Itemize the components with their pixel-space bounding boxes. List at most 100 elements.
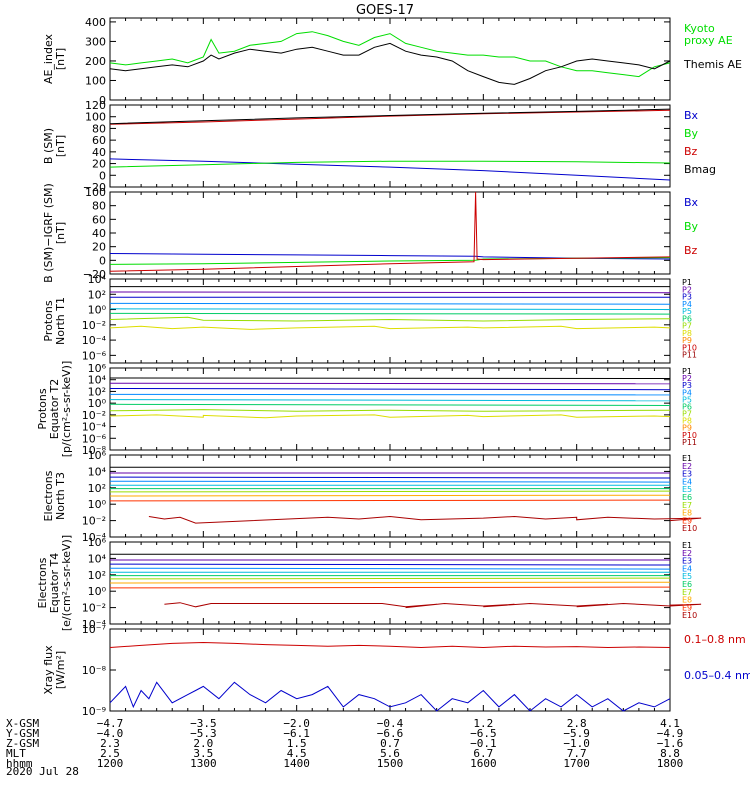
y-tick-label: 200 bbox=[85, 55, 106, 68]
series-p6 bbox=[109, 312, 671, 315]
panel-frame bbox=[109, 367, 671, 451]
date-label: 2020 Jul 28 bbox=[6, 765, 79, 778]
y-tick-label: 10² bbox=[88, 569, 106, 582]
legend-p7: P7 bbox=[682, 410, 692, 419]
legend-e6: E6 bbox=[682, 493, 692, 502]
series-p4 bbox=[109, 393, 671, 396]
y-tick-label: 10⁻² bbox=[82, 409, 106, 422]
x-row-value: −6.5 bbox=[470, 727, 497, 740]
y-axis-title: B (SM)[nT] bbox=[42, 128, 67, 164]
x-row-value: −5.3 bbox=[190, 727, 217, 740]
x-row-label: Z-GSM bbox=[6, 737, 39, 750]
series-e10 bbox=[164, 602, 702, 609]
series-0-1-0-8-nm bbox=[109, 641, 671, 649]
y-axis-title-line: [W/m²] bbox=[54, 651, 67, 689]
y-tick-label: 10⁻⁹ bbox=[82, 705, 106, 718]
legend-p2: P2 bbox=[682, 374, 692, 383]
y-tick-label: 0 bbox=[99, 94, 106, 107]
y-tick-label: 400 bbox=[85, 16, 106, 29]
x-row-value: 1500 bbox=[377, 757, 404, 770]
y-axis-title: ElectronsNorth T3 bbox=[42, 470, 67, 521]
legend-p6: P6 bbox=[682, 314, 692, 323]
series-p5 bbox=[109, 308, 671, 310]
y-tick-label: 10⁶ bbox=[88, 362, 107, 375]
panel-protons_t1: 10⁻⁶ 10⁻⁴ 10⁻² 10⁰ 10² 10⁴ ProtonsNorth T1 P1P2… bbox=[42, 273, 697, 364]
legend-p8: P8 bbox=[682, 417, 692, 426]
y-axis-title: ProtonsNorth T1 bbox=[42, 297, 67, 345]
legend-e1: E1 bbox=[682, 454, 692, 463]
x-row-value: −5.9 bbox=[563, 727, 590, 740]
legend-e2: E2 bbox=[682, 462, 692, 471]
y-tick-label: 10⁶ bbox=[88, 536, 107, 549]
x-row-value: 0.7 bbox=[380, 737, 400, 750]
y-tick-label: 10⁴ bbox=[88, 273, 107, 286]
panel-xray: 10⁻⁹ 10⁻⁸ 10⁻⁷ Xray flux[W/m²] 0.1–0.8 nm 0.0… bbox=[42, 623, 750, 718]
series-p2 bbox=[109, 291, 671, 294]
legend-label: Bmag bbox=[684, 163, 716, 176]
series-p5 bbox=[109, 399, 671, 402]
legend-p7: P7 bbox=[682, 322, 692, 331]
y-axis-title-line: AE_index bbox=[42, 33, 55, 84]
x-row-value: 5.6 bbox=[380, 747, 400, 760]
legend-label: By bbox=[684, 220, 699, 233]
y-tick-label: 10² bbox=[88, 385, 106, 398]
x-row-value: 2.0 bbox=[193, 737, 213, 750]
legend-p9: P9 bbox=[682, 424, 692, 433]
legend-label: proxy AE bbox=[684, 34, 733, 47]
panel-frame bbox=[109, 17, 671, 101]
legend-e5: E5 bbox=[682, 485, 692, 494]
y-tick-label: 10⁰ bbox=[88, 397, 107, 410]
y-tick-label: 10⁴ bbox=[88, 374, 107, 387]
y-axis-title-line: [nT] bbox=[54, 48, 67, 70]
series-bmag bbox=[109, 108, 671, 125]
x-row-value: 1600 bbox=[470, 757, 497, 770]
series-themis-ae bbox=[109, 42, 671, 85]
y-axis-title-line: Equator T2 bbox=[48, 379, 61, 439]
y-axis-title: ElectronsEquator T4[e/(cm²-s-sr-keV)] bbox=[36, 535, 73, 631]
x-row-value: 3.5 bbox=[193, 747, 213, 760]
legend-e8: E8 bbox=[682, 596, 692, 605]
x-row-value: 2.3 bbox=[100, 737, 120, 750]
legend-label: Bz bbox=[684, 244, 698, 257]
panel-frame bbox=[109, 191, 671, 275]
legend-label: Bx bbox=[684, 109, 699, 122]
y-tick-label: 80 bbox=[92, 122, 106, 135]
legend-e3: E3 bbox=[682, 470, 692, 479]
series-p7 bbox=[109, 316, 671, 322]
series-0-05-0-4-nm bbox=[109, 681, 671, 712]
legend-e8: E8 bbox=[682, 509, 692, 518]
x-row-value: 2.8 bbox=[567, 717, 587, 730]
series-e10 bbox=[148, 515, 702, 524]
y-tick-label: 100 bbox=[85, 111, 106, 124]
y-tick-label: 10⁰ bbox=[88, 304, 107, 317]
x-row-value: −4.9 bbox=[657, 727, 684, 740]
y-tick-label: 10² bbox=[88, 482, 106, 495]
panel-frame bbox=[109, 628, 671, 712]
y-axis-title: ProtonsEquator T2[p/(cm²-s-sr-keV)] bbox=[36, 361, 73, 458]
panel-frame bbox=[109, 104, 671, 188]
legend-label: 0.05–0.4 nm bbox=[684, 669, 750, 682]
y-tick-label: 10⁻⁴ bbox=[82, 421, 107, 434]
legend-p6: P6 bbox=[682, 402, 692, 411]
x-row-value: 1700 bbox=[563, 757, 590, 770]
series-p3 bbox=[109, 388, 671, 391]
y-tick-label: 40 bbox=[92, 146, 106, 159]
legend-p5: P5 bbox=[682, 307, 692, 316]
y-tick-label: 10⁻² bbox=[82, 602, 106, 615]
y-tick-label: 100 bbox=[85, 74, 106, 87]
legend-p11: P11 bbox=[682, 438, 697, 447]
y-tick-label: 10⁻² bbox=[82, 515, 106, 528]
x-row-value: −3.5 bbox=[190, 717, 217, 730]
y-tick-label: 10⁻⁷ bbox=[82, 623, 106, 636]
series-e9 bbox=[109, 586, 671, 589]
x-row-label: MLT bbox=[6, 747, 26, 760]
panel-electrons_t4: 10⁻⁴ 10⁻² 10⁰ 10² 10⁴ 10⁶ ElectronsEquator T4[… bbox=[36, 535, 702, 631]
series-p4 bbox=[109, 302, 671, 305]
y-axis-title-line: Protons bbox=[36, 388, 49, 429]
legend-e2: E2 bbox=[682, 549, 692, 558]
series-p1 bbox=[109, 377, 671, 379]
y-tick-label: 0 bbox=[99, 254, 106, 267]
